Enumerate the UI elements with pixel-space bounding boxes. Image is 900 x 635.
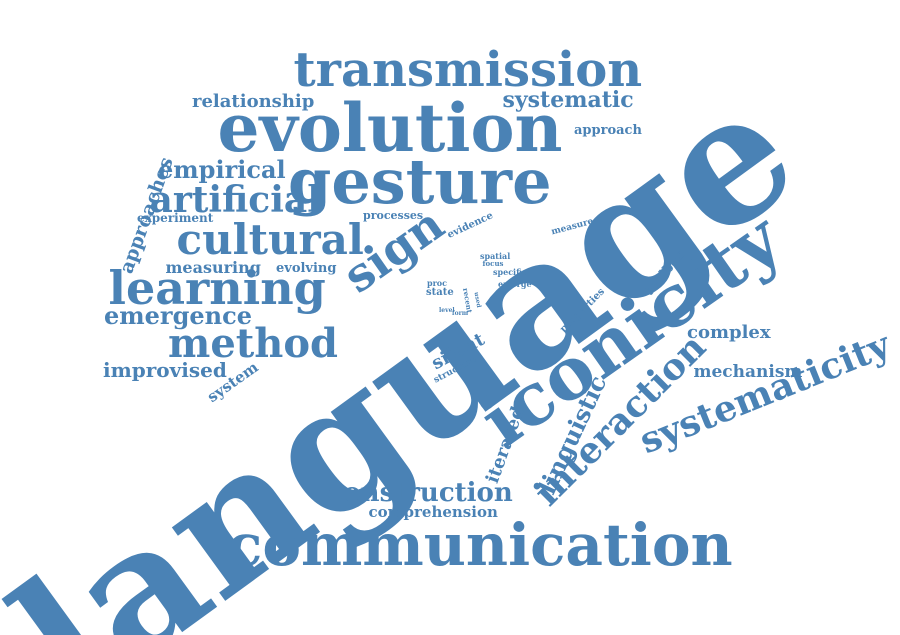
word-approach: approach — [574, 122, 642, 138]
word-emergence: emergence — [104, 301, 252, 330]
word-mechanism: mechanism — [693, 361, 803, 382]
word-level: level — [439, 307, 455, 314]
word-specific: specific — [493, 267, 527, 277]
word-processes: processes — [363, 208, 424, 222]
word-relationship: relationship — [192, 91, 315, 112]
word-communication: communication — [227, 511, 733, 579]
word-spatial: spatial — [480, 251, 511, 261]
word-method: method — [168, 320, 338, 367]
word-transmission: transmission — [293, 42, 643, 98]
word-focus: focus — [482, 258, 504, 268]
word-evolution: evolution — [217, 89, 563, 167]
word-form: form — [452, 310, 469, 317]
word-empirical: empirical — [158, 155, 286, 184]
word-learning: learning — [108, 261, 326, 315]
word-comprehension: comprehension — [368, 502, 498, 521]
word-emerge: emerge — [498, 279, 532, 289]
word-complex: complex — [687, 322, 771, 343]
word-construction: construction — [327, 478, 513, 508]
word-cultural: cultural — [176, 215, 364, 264]
word-evolving: evolving — [276, 260, 337, 276]
word-state: state — [426, 287, 454, 298]
word-proc: proc — [427, 278, 448, 288]
word-systematic: systematic — [502, 87, 634, 113]
word-gesture: gesture — [288, 145, 552, 218]
word-experiment: experiment — [137, 211, 214, 225]
word-artificial: artificial — [149, 179, 321, 221]
word-measuring: measuring — [165, 258, 261, 277]
word-improvised: improvised — [103, 358, 227, 382]
